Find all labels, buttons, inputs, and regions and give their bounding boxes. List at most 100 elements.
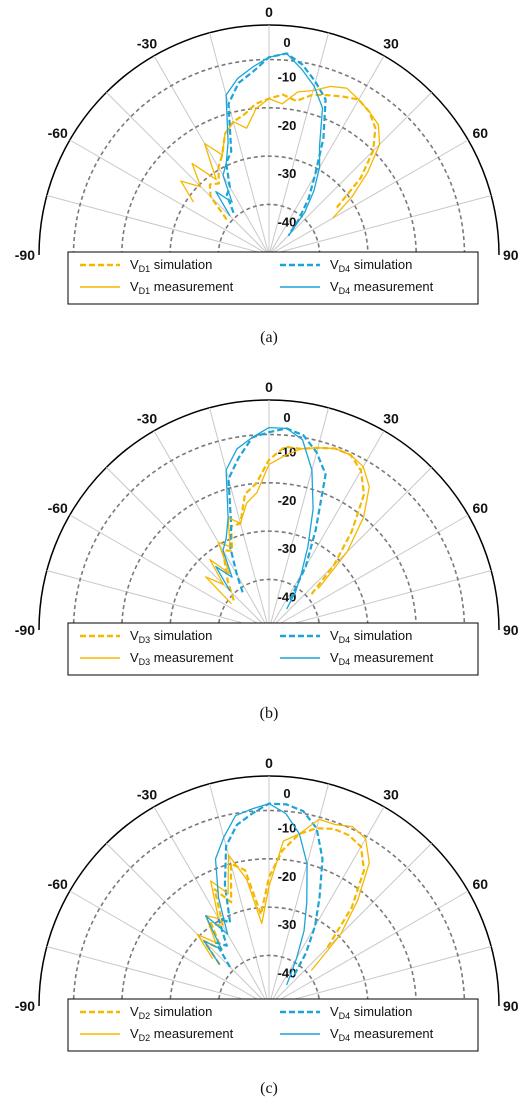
angle-tick-label: -90 bbox=[15, 622, 35, 638]
angle-tick-label: 60 bbox=[473, 876, 489, 892]
angle-tick-label: 60 bbox=[473, 125, 489, 141]
spoke-line bbox=[153, 55, 270, 256]
radial-ring bbox=[169, 155, 369, 256]
radial-tick-label: -30 bbox=[278, 917, 297, 932]
angle-tick-label: 0 bbox=[265, 4, 273, 20]
panel-caption: (a) bbox=[260, 329, 278, 346]
radial-ring bbox=[217, 578, 321, 631]
radial-tick-label: -10 bbox=[278, 821, 297, 836]
series-line-2 bbox=[204, 447, 370, 605]
spoke-line bbox=[153, 430, 270, 631]
series-line-3 bbox=[203, 802, 308, 986]
spoke-line bbox=[268, 890, 469, 1007]
legend-label: VD4 simulation bbox=[330, 628, 412, 645]
spoke-line bbox=[69, 514, 270, 631]
angle-tick-label: 90 bbox=[503, 622, 519, 638]
panel-caption: (c) bbox=[260, 1080, 278, 1097]
radial-ring bbox=[72, 58, 466, 256]
radial-ring bbox=[121, 107, 417, 256]
spoke-line bbox=[46, 569, 270, 631]
radial-ring bbox=[72, 809, 466, 1007]
radial-tick-label: 0 bbox=[283, 410, 290, 425]
spoke-line bbox=[268, 467, 432, 631]
series-line-3 bbox=[215, 426, 314, 610]
angle-tick-label: -90 bbox=[15, 998, 35, 1014]
radial-tick-label: -20 bbox=[278, 118, 297, 133]
spoke-line bbox=[268, 806, 385, 1007]
radial-tick-label: -40 bbox=[278, 214, 297, 229]
series-line-1 bbox=[227, 427, 327, 601]
legend-label: VD4 simulation bbox=[330, 257, 412, 274]
angle-tick-label: -60 bbox=[48, 500, 68, 516]
spoke-line bbox=[208, 783, 270, 1007]
panel-caption: (b) bbox=[260, 705, 279, 722]
legend-label: VD3 simulation bbox=[130, 628, 212, 645]
spoke-line bbox=[69, 890, 270, 1007]
spoke-line bbox=[268, 783, 330, 1007]
spoke-line bbox=[46, 945, 270, 1007]
legend-box bbox=[67, 622, 479, 676]
angle-tick-label: -60 bbox=[48, 876, 68, 892]
radial-ring bbox=[169, 906, 369, 1007]
spoke-line bbox=[268, 194, 492, 256]
radial-tick-label: -40 bbox=[278, 965, 297, 980]
spoke-line bbox=[268, 55, 385, 256]
series-line-3 bbox=[215, 52, 324, 236]
spoke-line bbox=[268, 569, 492, 631]
spoke-line bbox=[268, 430, 385, 631]
series-line-0 bbox=[208, 93, 377, 221]
angle-tick-label: -60 bbox=[48, 125, 68, 141]
angle-tick-label: 90 bbox=[503, 247, 519, 263]
legend-label: VD2 measurement bbox=[130, 1026, 234, 1043]
angle-tick-label: -30 bbox=[137, 411, 157, 427]
series-line-0 bbox=[221, 445, 366, 601]
angle-tick-label: -30 bbox=[137, 36, 157, 52]
spoke-line bbox=[106, 92, 270, 256]
radial-ring bbox=[217, 954, 321, 1007]
legend-box bbox=[67, 251, 479, 305]
spoke-line bbox=[268, 514, 469, 631]
legend-label: VD4 measurement bbox=[330, 1026, 434, 1043]
radial-tick-label: -30 bbox=[278, 166, 297, 181]
legend-label: VD1 simulation bbox=[130, 257, 212, 274]
legend-box bbox=[67, 998, 479, 1052]
radial-tick-label: 0 bbox=[283, 786, 290, 801]
radial-tick-label: -20 bbox=[278, 869, 297, 884]
radial-ring bbox=[121, 858, 417, 1007]
angle-tick-label: -30 bbox=[137, 787, 157, 803]
spoke-line bbox=[268, 32, 330, 256]
radial-tick-label: -20 bbox=[278, 493, 297, 508]
spoke-line bbox=[106, 843, 270, 1007]
spoke-line bbox=[268, 92, 432, 256]
series-line-0 bbox=[202, 827, 366, 966]
spoke-line bbox=[208, 32, 270, 256]
legend-label: VD3 measurement bbox=[130, 650, 234, 667]
spoke-line bbox=[268, 407, 330, 631]
legend-label: VD4 simulation bbox=[330, 1004, 412, 1021]
angle-tick-label: 30 bbox=[383, 787, 399, 803]
spoke-line bbox=[46, 194, 270, 256]
spoke-line bbox=[106, 467, 270, 631]
angle-tick-label: 90 bbox=[503, 998, 519, 1014]
series-line-1 bbox=[214, 802, 324, 979]
angle-tick-label: 60 bbox=[473, 500, 489, 516]
spoke-line bbox=[69, 139, 270, 256]
spoke-line bbox=[153, 806, 270, 1007]
radial-ring bbox=[169, 530, 369, 631]
series-line-2 bbox=[180, 85, 381, 219]
legend-label: VD1 measurement bbox=[130, 279, 234, 296]
radial-tick-label: 0 bbox=[283, 35, 290, 50]
angle-tick-label: 0 bbox=[265, 379, 273, 395]
radial-ring bbox=[217, 203, 321, 256]
polar-panel-0: -90 -60 -30 0 30 60 90 0 -10 -20 -30 -40 VD1 simulat… bbox=[15, 4, 519, 346]
legend-label: VD4 measurement bbox=[330, 650, 434, 667]
radial-ring bbox=[72, 433, 466, 631]
legend-label: VD2 simulation bbox=[130, 1004, 212, 1021]
spoke-line bbox=[268, 945, 492, 1007]
angle-tick-label: -90 bbox=[15, 247, 35, 263]
angle-tick-label: 30 bbox=[383, 36, 399, 52]
radial-tick-label: -10 bbox=[278, 70, 297, 85]
angle-tick-label: 30 bbox=[383, 411, 399, 427]
radial-tick-label: -30 bbox=[278, 541, 297, 556]
